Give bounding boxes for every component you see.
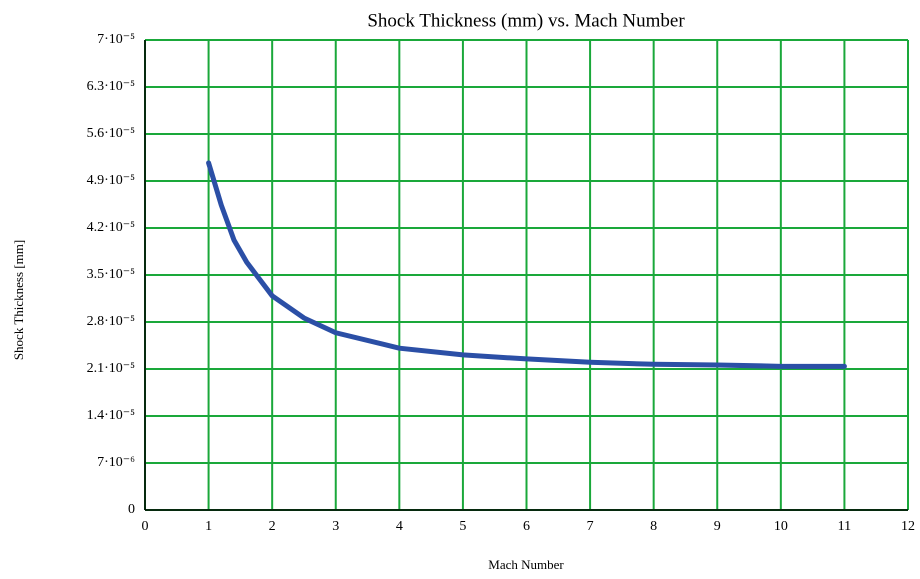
x-tick-label: 10 bbox=[774, 519, 788, 534]
data-line bbox=[206, 160, 847, 369]
y-tick-label: 0 bbox=[128, 502, 135, 517]
y-tick-label: 2.1·10⁻⁵ bbox=[87, 361, 136, 376]
y-tick-label: 4.2·10⁻⁵ bbox=[87, 220, 136, 235]
x-tick-label: 1 bbox=[205, 519, 212, 534]
x-tick-label: 8 bbox=[650, 519, 657, 534]
y-tick-label: 1.4·10⁻⁵ bbox=[87, 408, 136, 423]
x-tick-label: 5 bbox=[459, 519, 466, 534]
x-tick-label: 9 bbox=[714, 519, 721, 534]
x-tick-label: 12 bbox=[901, 519, 915, 534]
x-tick-label: 0 bbox=[142, 519, 149, 534]
x-tick-label: 7 bbox=[587, 519, 594, 534]
x-tick-label: 3 bbox=[332, 519, 339, 534]
y-tick-label: 7·10⁻⁶ bbox=[97, 455, 135, 470]
x-tick-label: 6 bbox=[523, 519, 530, 534]
y-tick-label: 4.9·10⁻⁵ bbox=[87, 173, 136, 188]
x-tick-label: 4 bbox=[396, 519, 403, 534]
y-tick-label: 7·10⁻⁵ bbox=[97, 32, 135, 47]
y-tick-label: 2.8·10⁻⁵ bbox=[87, 314, 136, 329]
x-tick-label: 2 bbox=[269, 519, 276, 534]
x-axis-title: Mach Number bbox=[488, 557, 564, 572]
y-tick-label: 5.6·10⁻⁵ bbox=[87, 126, 136, 141]
x-tick-label: 11 bbox=[838, 519, 851, 534]
y-tick-label: 6.3·10⁻⁵ bbox=[87, 79, 136, 94]
y-tick-label: 3.5·10⁻⁵ bbox=[87, 267, 136, 282]
chart-title: Shock Thickness (mm) vs. Mach Number bbox=[367, 10, 685, 31]
y-axis-title: Shock Thickness [mm] bbox=[11, 240, 26, 360]
